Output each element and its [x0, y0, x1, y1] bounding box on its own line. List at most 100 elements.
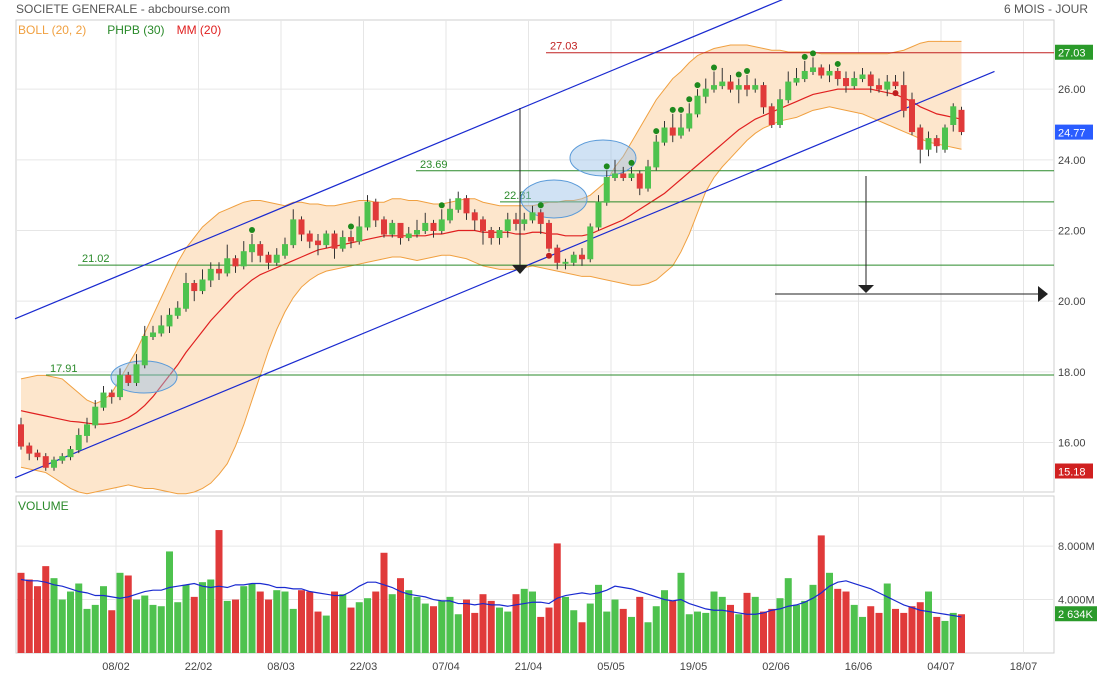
- volume-bar: [933, 616, 941, 653]
- volume-bar: [166, 551, 173, 653]
- volume-bar: [289, 608, 297, 653]
- candle-body: [447, 208, 453, 221]
- candle-body: [257, 244, 264, 256]
- candle-body: [628, 173, 635, 178]
- x-tick-label: 21/04: [515, 661, 543, 673]
- volume-bar: [157, 606, 165, 653]
- candle-body: [826, 70, 833, 76]
- candle-body: [174, 307, 181, 316]
- level-label: 27.03: [550, 41, 578, 53]
- candle-body: [768, 106, 775, 125]
- volume-bar: [91, 604, 99, 653]
- volume-bar: [405, 590, 413, 653]
- volume-bar: [768, 608, 776, 653]
- x-tick-label: 07/04: [432, 661, 460, 673]
- volume-bar: [925, 591, 932, 653]
- volume-bar: [487, 600, 495, 653]
- volume-bar: [232, 599, 239, 653]
- candle-body: [686, 113, 693, 129]
- candle-body: [125, 374, 132, 383]
- volume-bar: [941, 620, 949, 653]
- candle-body: [183, 283, 189, 309]
- candle-body: [356, 226, 363, 242]
- volume-bar: [331, 591, 338, 653]
- candle-body: [216, 268, 222, 274]
- level-label: 17.91: [50, 363, 78, 375]
- volume-bar: [908, 606, 916, 653]
- y-tick-label: 16.00: [1058, 438, 1086, 450]
- volume-bar: [116, 572, 124, 653]
- volume-bar: [298, 590, 305, 653]
- phpb-marker: [249, 227, 255, 234]
- y-tick-label: 18.00: [1058, 367, 1086, 379]
- candle-body: [381, 219, 387, 235]
- candle-body: [166, 314, 173, 327]
- phpb-marker-low: [546, 252, 552, 259]
- candle-body: [18, 424, 24, 447]
- bollinger-lower: [20, 106, 962, 495]
- phpb-marker: [348, 223, 354, 230]
- volume-bar: [75, 583, 83, 653]
- candle-body: [892, 81, 899, 87]
- candle-body: [570, 254, 577, 263]
- volume-bar: [438, 600, 446, 653]
- candle-body: [546, 222, 552, 249]
- level-label: 22.81: [504, 190, 532, 202]
- candle-body: [59, 456, 66, 461]
- candle-body: [504, 219, 511, 231]
- x-tick-label: 02/06: [762, 661, 790, 673]
- phpb-marker: [744, 68, 750, 75]
- volume-bar: [661, 590, 668, 653]
- breakout-zone: [569, 139, 637, 177]
- phpb-marker: [603, 163, 610, 170]
- volume-bar: [727, 604, 734, 653]
- volume-bar: [314, 611, 322, 653]
- candle-body: [793, 78, 800, 83]
- candle-body: [694, 95, 701, 115]
- candle-body: [529, 212, 536, 221]
- candle-body: [323, 233, 330, 246]
- phpb-marker: [810, 50, 816, 57]
- candle-body: [51, 459, 57, 468]
- candle-body: [669, 127, 676, 136]
- volume-bar: [413, 596, 421, 653]
- volume-bar: [265, 599, 272, 653]
- volume-bar: [248, 583, 256, 653]
- candle-body: [117, 374, 123, 398]
- candle-body: [636, 173, 643, 189]
- candle-body: [26, 445, 33, 454]
- candle-body: [306, 233, 313, 242]
- candle-body: [199, 279, 206, 292]
- candle-body: [579, 254, 585, 260]
- volume-bar: [100, 586, 107, 653]
- candle-body: [521, 219, 528, 224]
- candle-body: [67, 449, 74, 458]
- volume-bar: [421, 603, 429, 653]
- candle-body: [801, 70, 808, 80]
- candle-body: [240, 251, 247, 267]
- volume-bar: [760, 611, 767, 653]
- volume-bar: [751, 596, 759, 653]
- volume-title: VOLUME: [18, 499, 69, 513]
- y-tick-label: 20.00: [1058, 296, 1086, 308]
- volume-bar: [801, 600, 809, 653]
- candle-body: [422, 222, 429, 231]
- volume-bar: [529, 591, 536, 653]
- price-label-low-box: [1055, 463, 1093, 479]
- volume-bar: [883, 583, 891, 653]
- candle-body: [711, 85, 717, 90]
- candle-body: [925, 138, 932, 150]
- candle-body: [661, 127, 668, 143]
- x-tick-label: 19/05: [680, 661, 708, 673]
- volume-bar: [58, 599, 66, 653]
- candle-body: [752, 85, 759, 90]
- y-tick-label: 26.00: [1058, 84, 1086, 96]
- volume-bar: [372, 591, 380, 653]
- volume-bar: [916, 602, 924, 653]
- candle-body: [331, 233, 338, 249]
- candle-body: [900, 85, 907, 111]
- volume-bar: [273, 590, 281, 653]
- volume-bar: [850, 604, 858, 653]
- volume-bar: [710, 591, 718, 653]
